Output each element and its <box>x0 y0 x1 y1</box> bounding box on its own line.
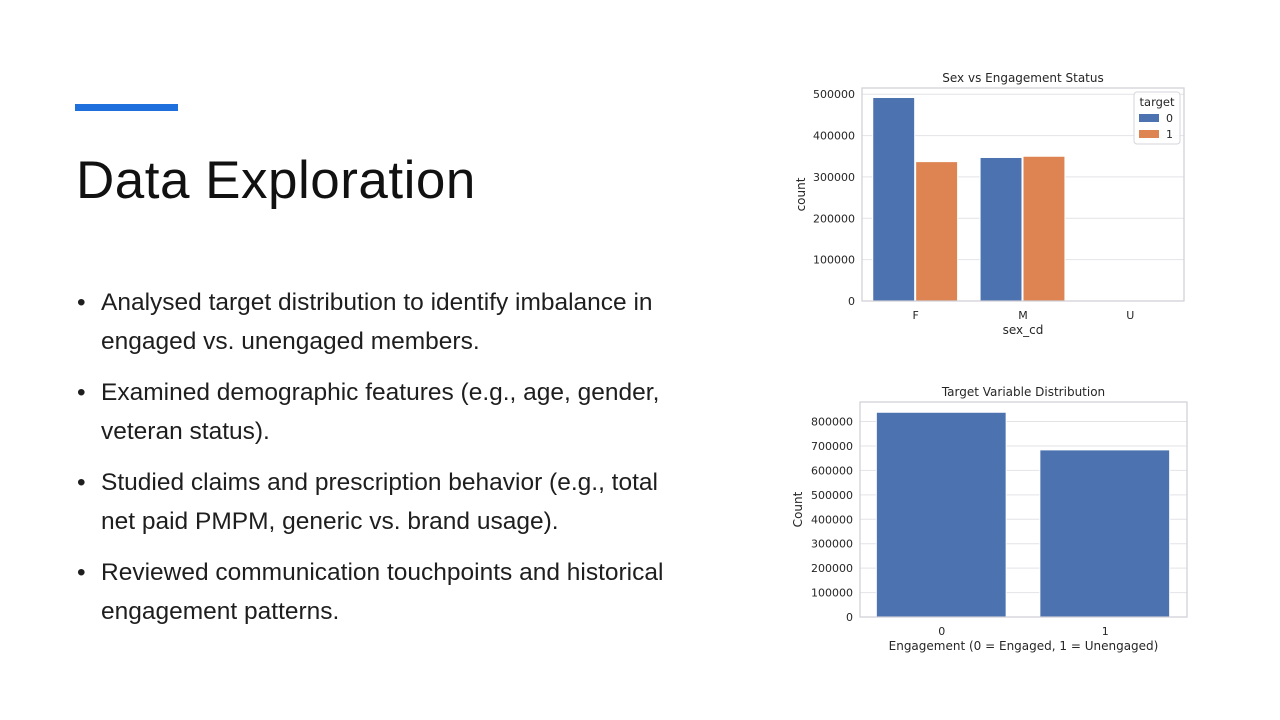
x-tick-label: F <box>913 309 919 322</box>
bar <box>872 97 916 302</box>
x-tick-label: M <box>1018 309 1028 322</box>
y-tick-label: 300000 <box>813 171 855 184</box>
x-axis-label: Engagement (0 = Engaged, 1 = Unengaged) <box>889 639 1159 653</box>
y-tick-label: 0 <box>846 611 853 624</box>
title-accent-bar <box>75 104 178 111</box>
y-tick-label: 600000 <box>811 464 853 477</box>
plot-frame <box>861 87 1185 302</box>
bar <box>1039 449 1171 618</box>
y-axis-label: Count <box>791 491 805 527</box>
y-tick-label: 700000 <box>811 440 853 453</box>
y-tick-label: 300000 <box>811 538 853 551</box>
sex-vs-engagement-chart: 0 100000 200000 300000 400000 500000 F M U Sex vs… <box>794 71 1185 337</box>
y-tick-label: 0 <box>848 295 855 308</box>
x-tick-label: U <box>1126 309 1134 322</box>
bullet-marker: • <box>77 289 86 316</box>
bullet-marker: • <box>77 379 86 406</box>
legend-label: 1 <box>1166 128 1173 141</box>
bullet-marker: • <box>77 469 86 496</box>
bar <box>875 411 1007 618</box>
plot-frame <box>859 401 1188 618</box>
bullet-text: Analysed target distribution to identify… <box>101 289 653 355</box>
bar <box>915 161 959 302</box>
bar <box>1022 155 1066 302</box>
bullet-list: • Analysed target distribution to identif… <box>77 284 677 644</box>
bullet-item: • Examined demographic features (e.g., ag… <box>77 374 677 451</box>
y-tick-label: 200000 <box>811 562 853 575</box>
y-tick-label: 100000 <box>813 254 855 267</box>
bullet-item: • Reviewed communication touchpoints and … <box>77 554 677 631</box>
bullet-text: Reviewed communication touchpoints and h… <box>101 559 664 625</box>
slide-title: Data Exploration <box>76 151 476 210</box>
y-tick-label: 500000 <box>811 489 853 502</box>
bullet-item: • Analysed target distribution to identif… <box>77 284 677 361</box>
bullet-text: Examined demographic features (e.g., age… <box>101 379 660 445</box>
legend-label: 0 <box>1166 112 1173 125</box>
bullet-marker: • <box>77 559 86 586</box>
y-tick-label: 800000 <box>811 416 853 429</box>
y-tick-label: 100000 <box>811 587 853 600</box>
y-tick-label: 200000 <box>813 212 855 225</box>
legend-swatch <box>1139 130 1159 138</box>
legend-swatch <box>1139 114 1159 122</box>
chart-title: Sex vs Engagement Status <box>942 71 1103 85</box>
y-tick-label: 400000 <box>813 130 855 143</box>
x-axis-label: sex_cd <box>1003 323 1044 337</box>
x-tick-label: 1 <box>1102 625 1109 638</box>
y-tick-label: 500000 <box>813 88 855 101</box>
target-distribution-chart: 0 100000 200000 300000 400000 500000 600000 700… <box>791 385 1188 653</box>
bullet-text: Studied claims and prescription behavior… <box>101 469 658 535</box>
y-axis-label: count <box>794 177 808 211</box>
bullet-item: • Studied claims and prescription behavio… <box>77 464 677 541</box>
legend-title: target <box>1140 95 1175 109</box>
x-tick-label: 0 <box>938 625 945 638</box>
y-tick-label: 400000 <box>811 513 853 526</box>
chart-title: Target Variable Distribution <box>941 385 1105 399</box>
bar <box>979 156 1023 302</box>
